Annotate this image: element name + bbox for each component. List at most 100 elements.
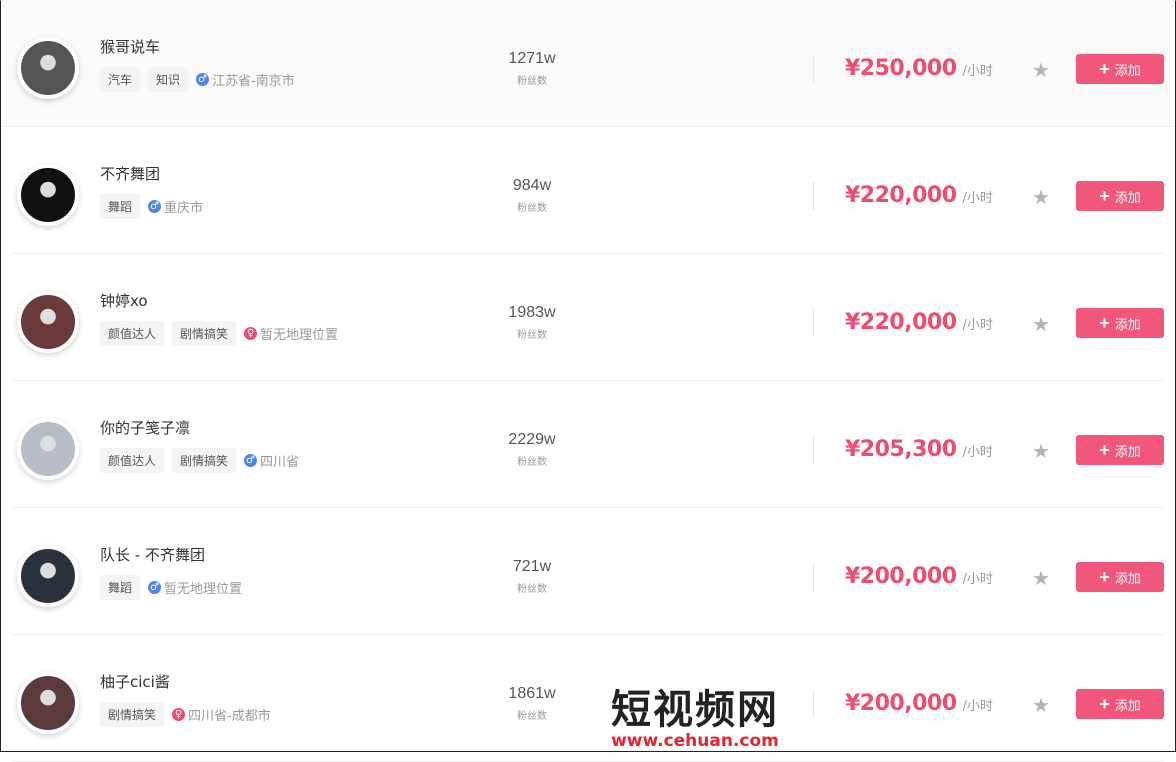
avatar[interactable] — [17, 672, 79, 734]
location-text: 暂无地理位置 — [260, 328, 339, 343]
star-icon[interactable]: ★ — [1032, 439, 1050, 463]
tag: 颜值达人 — [100, 321, 165, 346]
fans-label: 粉丝数 — [517, 76, 547, 87]
add-button[interactable]: + 添加 — [1076, 181, 1164, 211]
list-item[interactable]: 钟婷xo 颜值达人 剧情搞笑 ♀ 暂无地理位置 1983w 粉丝数 ¥220,000/… — [12, 254, 1164, 381]
star-icon[interactable]: ★ — [1032, 185, 1050, 209]
influencer-name[interactable]: 队长 - 不齐舞团 — [100, 546, 205, 564]
price: ¥250,000/小时 — [845, 56, 993, 81]
divider — [813, 55, 814, 83]
price: ¥200,000/小时 — [845, 564, 993, 589]
influencer-name[interactable]: 柚子cici酱 — [100, 673, 170, 691]
divider — [813, 309, 814, 337]
price: ¥200,000/小时 — [845, 691, 993, 716]
tag-list: 汽车 知识 ♂ 江苏省-南京市 — [100, 67, 295, 92]
add-button[interactable]: + 添加 — [1076, 689, 1164, 719]
divider — [813, 690, 814, 718]
tag: 汽车 — [100, 67, 141, 92]
female-gender-icon: ♀ — [172, 708, 186, 721]
location: ♂ 江苏省-南京市 — [196, 70, 295, 89]
avatar[interactable] — [17, 164, 79, 226]
star-icon[interactable]: ★ — [1032, 58, 1050, 82]
price-unit: /小时 — [962, 699, 993, 714]
fans-count: 1983w 粉丝数 — [492, 304, 572, 341]
influencer-name[interactable]: 猴哥说车 — [100, 38, 161, 56]
fans-count: 721w 粉丝数 — [492, 558, 572, 595]
plus-icon: + — [1099, 440, 1110, 460]
fans-value: 2229w — [508, 431, 556, 448]
divider — [813, 436, 814, 464]
list-item[interactable]: 你的子笺子凛 颜值达人 剧情搞笑 ♂ 四川省 2229w 粉丝数 ¥205,300/小… — [12, 381, 1164, 508]
tag: 剧情搞笑 — [100, 702, 165, 727]
price-unit: /小时 — [962, 572, 993, 587]
divider — [813, 182, 814, 210]
star-icon[interactable]: ★ — [1032, 312, 1050, 336]
fans-value: 721w — [512, 558, 552, 575]
price-value: ¥200,000 — [845, 564, 957, 589]
price-value: ¥220,000 — [845, 183, 957, 208]
tag-list: 颜值达人 剧情搞笑 ♂ 四川省 — [100, 448, 299, 473]
plus-icon: + — [1099, 313, 1110, 333]
fans-value: 984w — [512, 177, 552, 194]
star-icon[interactable]: ★ — [1032, 566, 1050, 590]
tag: 舞蹈 — [100, 194, 141, 219]
price-unit: /小时 — [962, 191, 993, 206]
avatar[interactable] — [17, 37, 79, 99]
add-label: 添加 — [1114, 443, 1141, 459]
plus-icon: + — [1099, 694, 1110, 714]
influencer-name[interactable]: 你的子笺子凛 — [100, 419, 191, 437]
list-item[interactable]: 队长 - 不齐舞团 舞蹈 ♂ 暂无地理位置 721w 粉丝数 ¥200,000/小时… — [12, 508, 1164, 635]
location-text: 四川省 — [260, 455, 300, 470]
add-button[interactable]: + 添加 — [1076, 562, 1164, 592]
male-gender-icon: ♂ — [148, 200, 162, 213]
location-text: 江苏省-南京市 — [212, 74, 295, 89]
tag-list: 颜值达人 剧情搞笑 ♀ 暂无地理位置 — [100, 321, 338, 346]
fans-count: 1271w 粉丝数 — [492, 50, 572, 87]
avatar[interactable] — [17, 545, 79, 607]
list-item[interactable]: 柚子cici酱 剧情搞笑 ♀ 四川省-成都市 1861w 粉丝数 ¥200,000/… — [12, 635, 1164, 762]
tag: 舞蹈 — [100, 575, 141, 600]
location: ♀ 四川省-成都市 — [172, 705, 271, 724]
male-gender-icon: ♂ — [148, 581, 162, 594]
location-text: 暂无地理位置 — [164, 582, 243, 597]
price: ¥220,000/小时 — [845, 183, 993, 208]
price-unit: /小时 — [962, 64, 993, 79]
location: ♀ 暂无地理位置 — [244, 324, 338, 343]
influencer-name[interactable]: 钟婷xo — [100, 292, 148, 310]
add-label: 添加 — [1114, 62, 1141, 78]
location: ♂ 重庆市 — [148, 197, 203, 216]
tag: 剧情搞笑 — [172, 321, 237, 346]
fans-value: 1983w — [508, 304, 556, 321]
price-value: ¥205,300 — [845, 437, 957, 462]
avatar[interactable] — [17, 418, 79, 480]
price: ¥220,000/小时 — [845, 310, 993, 335]
list-item[interactable]: 猴哥说车 汽车 知识 ♂ 江苏省-南京市 1271w 粉丝数 ¥250,000/小时 … — [1, 0, 1175, 127]
fans-count: 1861w 粉丝数 — [492, 685, 572, 722]
price-value: ¥220,000 — [845, 310, 957, 335]
divider — [813, 563, 814, 591]
plus-icon: + — [1099, 567, 1110, 587]
list-item[interactable]: 不齐舞团 舞蹈 ♂ 重庆市 984w 粉丝数 ¥220,000/小时 ★ + 添加 — [12, 127, 1164, 254]
plus-icon: + — [1099, 59, 1110, 79]
watermark: 短视频网 www.cehuan.com — [600, 688, 790, 751]
price-value: ¥250,000 — [845, 56, 957, 81]
tag-list: 剧情搞笑 ♀ 四川省-成都市 — [100, 702, 271, 727]
tag: 知识 — [148, 67, 189, 92]
male-gender-icon: ♂ — [244, 454, 258, 467]
add-button[interactable]: + 添加 — [1076, 308, 1164, 338]
plus-icon: + — [1099, 186, 1110, 206]
star-icon[interactable]: ★ — [1032, 693, 1050, 717]
influencer-name[interactable]: 不齐舞团 — [100, 165, 161, 183]
add-label: 添加 — [1114, 189, 1141, 205]
fans-label: 粉丝数 — [517, 330, 547, 341]
avatar[interactable] — [17, 291, 79, 353]
male-gender-icon: ♂ — [196, 73, 210, 86]
location: ♂ 暂无地理位置 — [148, 578, 242, 597]
watermark-url: www.cehuan.com — [611, 731, 779, 751]
add-button[interactable]: + 添加 — [1076, 54, 1164, 84]
female-gender-icon: ♀ — [244, 327, 258, 340]
add-button[interactable]: + 添加 — [1076, 435, 1164, 465]
fans-label: 粉丝数 — [517, 584, 547, 595]
price-unit: /小时 — [962, 445, 993, 460]
